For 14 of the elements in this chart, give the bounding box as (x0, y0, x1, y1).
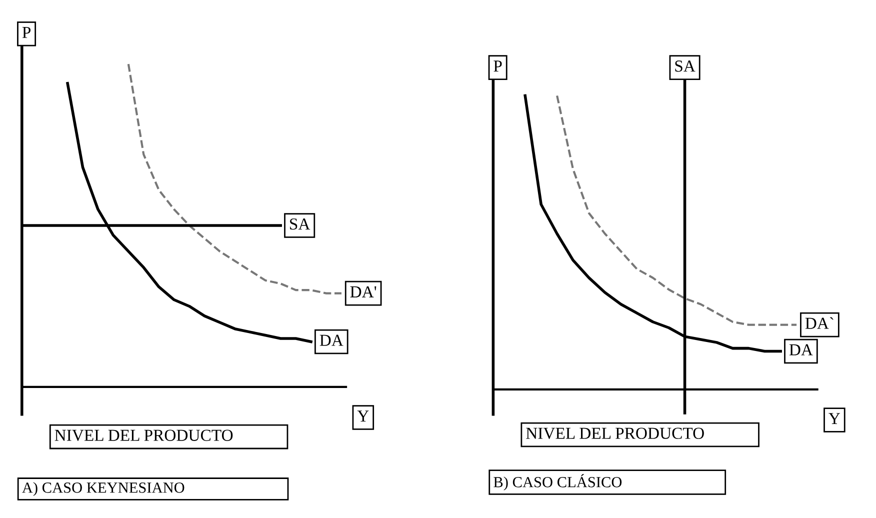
text: Y (357, 410, 369, 422)
series-label: DA' (350, 286, 376, 298)
series-label: SA (290, 218, 310, 230)
x-axis-title: NIVEL DEL PRODUCTO (526, 428, 704, 440)
legend-label: DA (789, 344, 813, 356)
text: Y (828, 413, 840, 424)
text: SA (675, 60, 696, 72)
x-axis-title: NIVEL DEL PRODUCTO (54, 430, 233, 442)
text: A) CASO KEYNESIANO (22, 482, 184, 496)
y-axis-title: P (22, 26, 30, 38)
text: B) CASO CLÁSICO (494, 474, 622, 490)
series-label: DA` (805, 317, 834, 329)
series-label: DA (320, 334, 344, 346)
y-axis-title: P (494, 60, 502, 72)
